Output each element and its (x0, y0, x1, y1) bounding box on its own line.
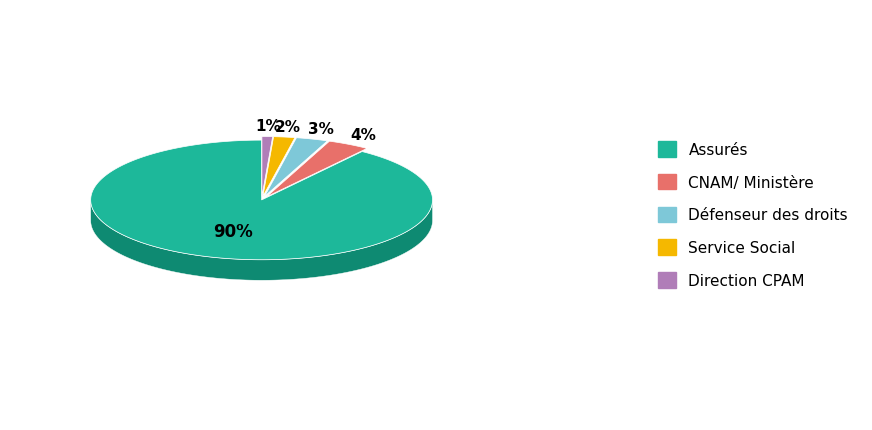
Text: 2%: 2% (276, 120, 301, 135)
Polygon shape (267, 142, 367, 197)
Legend: Assurés, CNAM/ Ministère, Défenseur des droits, Service Social, Direction CPAM: Assurés, CNAM/ Ministère, Défenseur des … (651, 134, 855, 296)
Polygon shape (91, 200, 433, 281)
Polygon shape (262, 137, 295, 197)
Polygon shape (262, 137, 273, 197)
Text: 3%: 3% (308, 122, 334, 137)
Text: 90%: 90% (213, 223, 252, 241)
Text: 4%: 4% (351, 128, 377, 143)
Polygon shape (264, 138, 327, 197)
Polygon shape (91, 141, 433, 260)
Text: 1%: 1% (255, 119, 281, 134)
